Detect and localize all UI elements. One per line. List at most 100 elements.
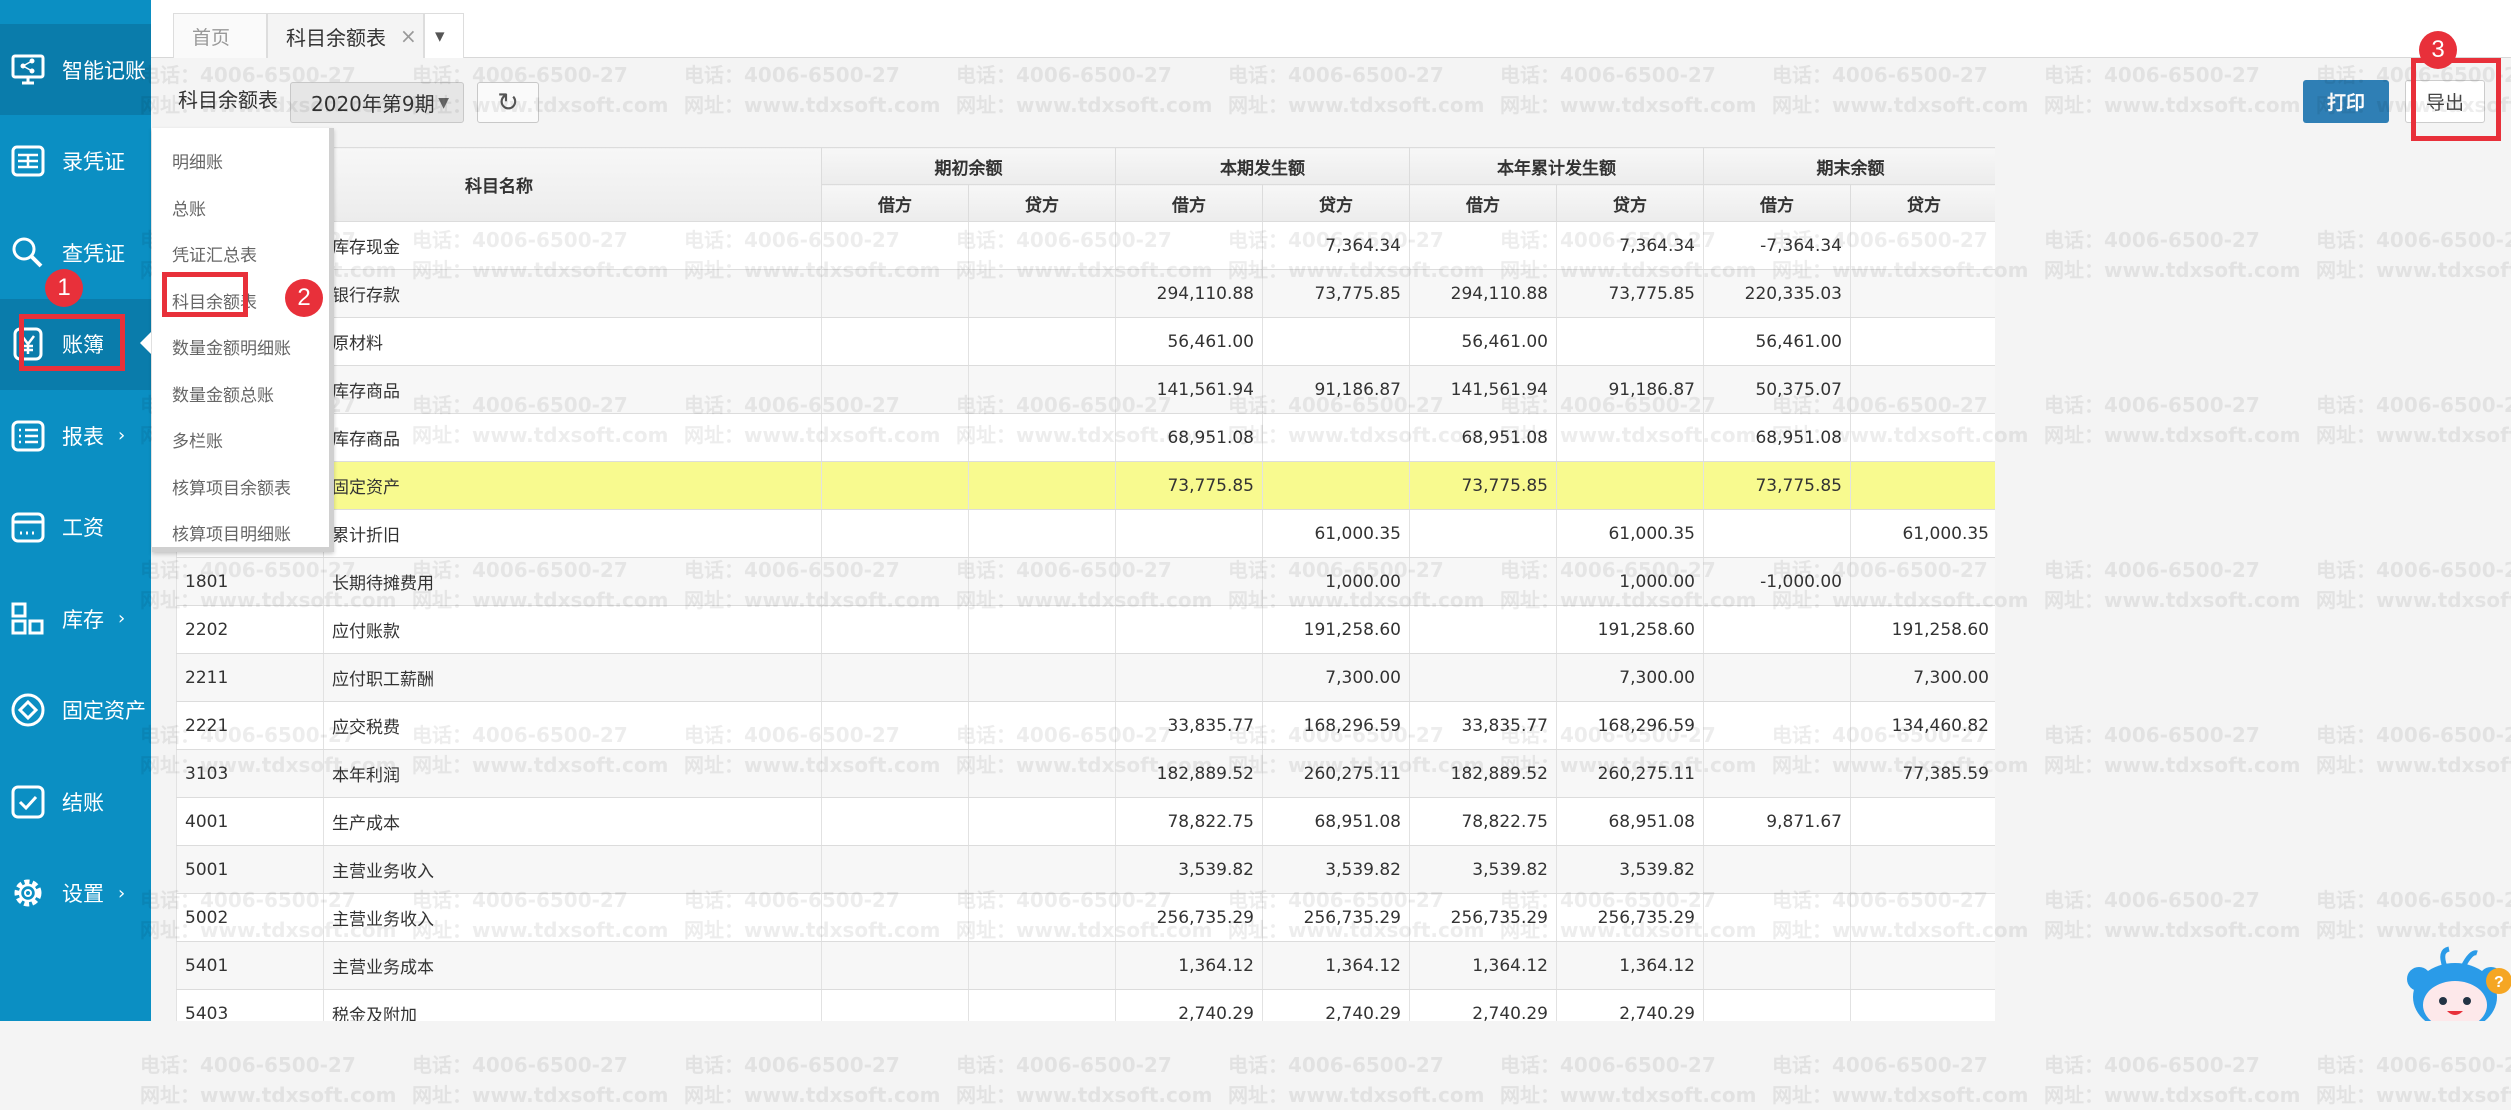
annotation-box-1 bbox=[19, 314, 125, 371]
amount-cell: 56,461.00 bbox=[1115, 317, 1263, 366]
chevron-down-icon: ▾ bbox=[435, 25, 445, 47]
tab-more-dropdown[interactable]: ▾ bbox=[424, 13, 464, 58]
amount-cell bbox=[821, 557, 969, 606]
sidebar-item-1[interactable]: 录凭证 bbox=[0, 116, 151, 207]
amount-cell: 260,275.11 bbox=[1262, 749, 1410, 798]
table-row[interactable]: 库存商品 68,951.08 68,951.08 68,951.08 bbox=[176, 413, 1995, 462]
amount-cell: 141,561.94 bbox=[1409, 365, 1557, 414]
account-name: 主营业务收入 bbox=[323, 845, 822, 894]
amount-cell: 168,296.59 bbox=[1262, 701, 1410, 750]
table-row[interactable]: 库存现金 7,364.34 7,364.34 -7,364.34 bbox=[176, 221, 1995, 270]
amount-cell: 7,364.34 bbox=[1262, 221, 1410, 270]
amount-cell bbox=[968, 413, 1116, 462]
account-name: 生产成本 bbox=[323, 797, 822, 846]
amount-cell: 134,460.82 bbox=[1850, 701, 1995, 750]
table-row[interactable]: 5401 主营业务成本 1,364.12 1,364.12 1,364.12 1,364.… bbox=[176, 941, 1995, 990]
amount-cell bbox=[1115, 221, 1263, 270]
chevron-right-icon: › bbox=[118, 608, 126, 629]
sidebar-item-7[interactable]: 固定资产 bbox=[0, 665, 151, 756]
sidebar-item-4[interactable]: 报表 › bbox=[0, 390, 151, 481]
menu-item-1[interactable]: 总账 bbox=[172, 199, 206, 220]
sidebar-item-5[interactable]: 工资 bbox=[0, 482, 151, 573]
amount-cell: 61,000.35 bbox=[1850, 509, 1995, 558]
table-row[interactable]: 2202 应付账款 191,258.60 191,258.60 191,258.60 bbox=[176, 605, 1995, 654]
table-row[interactable]: 库存商品 141,561.94 91,186.87 141,561.94 91,186.… bbox=[176, 365, 1995, 414]
sidebar-item-0[interactable]: 智能记账 bbox=[0, 24, 151, 115]
table-row[interactable]: 5002 主营业务收入 256,735.29 256,735.29 256,735.29… bbox=[176, 893, 1995, 942]
mascot-icon: ? bbox=[2407, 946, 2511, 1031]
close-icon[interactable]: × bbox=[400, 24, 417, 48]
sidebar-item-9[interactable]: 设置 › bbox=[0, 848, 151, 939]
table-row[interactable]: 固定资产 73,775.85 73,775.85 73,775.85 bbox=[176, 461, 1995, 510]
sidebar-item-8[interactable]: 结账 bbox=[0, 756, 151, 847]
header-closing: 期末余额 bbox=[1703, 147, 1995, 185]
table-row[interactable]: 累计折旧 61,000.35 61,000.35 61,000.35 bbox=[176, 509, 1995, 558]
table-row[interactable]: 5403 税金及附加 2,740.29 2,740.29 2,740.29 2,740.2… bbox=[176, 989, 1995, 1021]
header-ytd: 本年累计发生额 bbox=[1409, 147, 1704, 185]
account-name: 库存现金 bbox=[323, 221, 822, 270]
amount-cell bbox=[821, 941, 969, 990]
amount-cell: 141,561.94 bbox=[1115, 365, 1263, 414]
amount-cell bbox=[1850, 557, 1995, 606]
table-row[interactable]: 4001 生产成本 78,822.75 68,951.08 78,822.75 68,95… bbox=[176, 797, 1995, 846]
amount-cell bbox=[1850, 413, 1995, 462]
print-button[interactable]: 打印 bbox=[2303, 80, 2389, 123]
amount-cell: 7,300.00 bbox=[1262, 653, 1410, 702]
table-row[interactable]: 5001 主营业务收入 3,539.82 3,539.82 3,539.82 3,539.… bbox=[176, 845, 1995, 894]
sidebar-item-2[interactable]: 查凭证 bbox=[0, 207, 151, 298]
annotation-box-3 bbox=[2411, 58, 2501, 141]
menu-item-2[interactable]: 凭证汇总表 bbox=[172, 246, 257, 266]
sidebar-item-6[interactable]: 库存 › bbox=[0, 573, 151, 664]
table-row[interactable]: 3103 本年利润 182,889.52 260,275.11 182,889.52 26… bbox=[176, 749, 1995, 798]
menu-item-7[interactable]: 核算项目余额表 bbox=[172, 478, 291, 499]
amount-cell bbox=[1556, 413, 1704, 462]
sidebar-item-3[interactable]: 账簿 bbox=[0, 298, 151, 390]
amount-cell bbox=[1409, 605, 1557, 654]
amount-cell bbox=[821, 221, 969, 270]
help-mascot[interactable]: ? bbox=[2405, 945, 2511, 1031]
amount-cell bbox=[1850, 365, 1995, 414]
amount-cell: 3,539.82 bbox=[1115, 845, 1263, 894]
menu-item-8[interactable]: 核算项目明细账 bbox=[172, 525, 291, 545]
sidebar-item-label: 录凭证 bbox=[62, 150, 125, 174]
tab-balance-sheet[interactable]: 科目余额表 × bbox=[267, 13, 424, 58]
tab-bar: 首页 科目余额表 × ▾ bbox=[151, 0, 2511, 58]
refresh-icon: ↻ bbox=[497, 87, 519, 118]
amount-cell bbox=[1703, 701, 1851, 750]
menu-item-6[interactable]: 多栏账 bbox=[172, 432, 223, 452]
amount-cell: 7,300.00 bbox=[1850, 653, 1995, 702]
account-name: 库存商品 bbox=[323, 365, 822, 414]
amount-cell: 3,539.82 bbox=[1262, 845, 1410, 894]
tab-home[interactable]: 首页 bbox=[173, 13, 267, 58]
amount-cell: 68,951.08 bbox=[1262, 797, 1410, 846]
period-select[interactable]: 2020年第9期 ▼ bbox=[290, 82, 464, 123]
sidebar: 智能记账录凭证查凭证 账簿 报表 › 工资 库存 › 固定资产 结账 设置 › bbox=[0, 0, 151, 1021]
table-row[interactable]: 银行存款 294,110.88 73,775.85 294,110.88 73,775.… bbox=[176, 269, 1995, 318]
menu-item-5[interactable]: 数量金额总账 bbox=[172, 385, 274, 406]
menu-item-4[interactable]: 数量金额明细账 bbox=[172, 339, 291, 359]
export-button[interactable]: 导出 bbox=[2405, 80, 2485, 123]
amount-cell bbox=[1703, 941, 1851, 990]
header-credit: 贷方 bbox=[1262, 184, 1410, 222]
amount-cell: 50,375.07 bbox=[1703, 365, 1851, 414]
table-row[interactable]: 2211 应付职工薪酬 7,300.00 7,300.00 7,300.00 bbox=[176, 653, 1995, 702]
amount-cell: 191,258.60 bbox=[1850, 605, 1995, 654]
amount-cell bbox=[821, 749, 969, 798]
amount-cell: 2,740.29 bbox=[1409, 989, 1557, 1021]
amount-cell: 2,740.29 bbox=[1556, 989, 1704, 1021]
amount-cell: -1,000.00 bbox=[1703, 557, 1851, 606]
table-row[interactable]: 原材料 56,461.00 56,461.00 56,461.00 bbox=[176, 317, 1995, 366]
menu-item-3[interactable]: 科目余额表 bbox=[172, 292, 257, 313]
amount-cell bbox=[968, 605, 1116, 654]
table-row[interactable]: 2221 应交税费 33,835.77 168,296.59 33,835.77 168,… bbox=[176, 701, 1995, 750]
table-row[interactable]: 1801 长期待摊费用 1,000.00 1,000.00 -1,000.00 bbox=[176, 557, 1995, 606]
refresh-button[interactable]: ↻ bbox=[477, 82, 539, 123]
amount-cell bbox=[968, 749, 1116, 798]
yen-book-icon bbox=[10, 326, 46, 362]
header-debit: 借方 bbox=[1703, 184, 1851, 222]
menu-item-0[interactable]: 明细账 bbox=[172, 153, 223, 173]
